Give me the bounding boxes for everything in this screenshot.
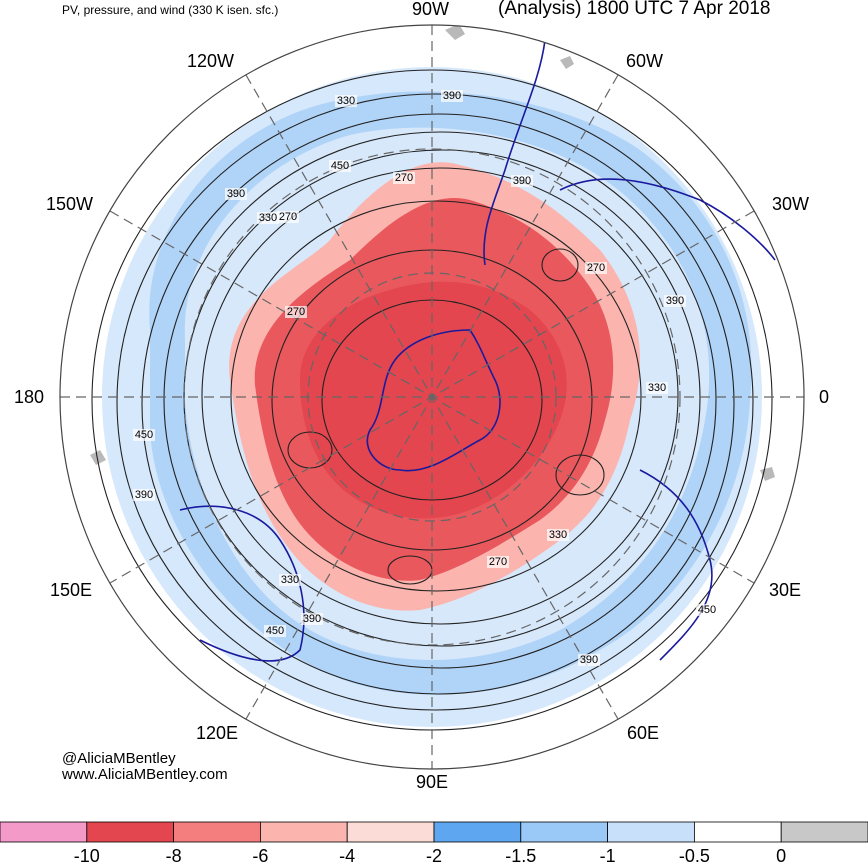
- contour-label: 450: [266, 625, 284, 637]
- contour-label: 450: [135, 429, 153, 441]
- colorbar-swatch: [346, 821, 435, 843]
- contour-label-bg: [393, 172, 415, 184]
- colorbar-tick-label: -8: [165, 846, 182, 866]
- contour-label-bg: [335, 95, 357, 107]
- contour-labels: 330 3904502703303902703903302703904503302…: [133, 90, 718, 666]
- contour-label: 390: [513, 175, 531, 187]
- lon-label-30w: 30W: [772, 194, 810, 214]
- contour-label: 390: [443, 90, 461, 102]
- contour-label-bg: [664, 295, 686, 307]
- lon-label-150w: 150W: [46, 194, 94, 214]
- credit-website: www.AliciaMBentley.com: [62, 766, 228, 783]
- contour-label-bg: [279, 574, 301, 586]
- colorbar-swatch: [86, 821, 175, 843]
- contour-label-bg: [547, 529, 569, 541]
- contour-label: 330: [337, 95, 355, 107]
- map-title-left: PV, pressure, and wind (330 K isen. sfc.…: [62, 3, 279, 17]
- colorbar-swatch: [520, 821, 608, 843]
- lon-label-60w: 60W: [626, 51, 664, 71]
- contour-label-bg: [578, 654, 600, 666]
- contour-label: 390: [227, 188, 245, 200]
- contour-label-bg: [285, 306, 307, 318]
- lon-label-90e: 90E: [416, 772, 449, 792]
- colorbar-tick-label: -2: [425, 846, 443, 866]
- coastlines: [179, 39, 776, 662]
- contour-label-bg: [585, 262, 607, 274]
- lon-label-0: 0: [819, 387, 830, 407]
- contour-label: 330: [648, 382, 666, 394]
- contour-label-bg: [264, 625, 286, 637]
- contour-label: 270: [587, 262, 605, 274]
- contour-label-bg: [441, 90, 463, 102]
- colorbar-swatch: [0, 821, 88, 843]
- graticule: [60, 25, 804, 769]
- colorbar-swatch: [433, 821, 522, 843]
- colorbar-swatch: [780, 821, 868, 843]
- contour-label: 330: [259, 212, 277, 224]
- colorbar: [0, 821, 868, 843]
- contour-label-bg: [301, 613, 323, 625]
- colorbar-tick-label: -6: [252, 846, 269, 866]
- contour-label-bg: [696, 604, 718, 616]
- colorbar-tick-label: 0: [776, 846, 787, 866]
- contour-label: 270: [287, 306, 305, 318]
- lon-label-60e: 60E: [627, 723, 660, 743]
- isobar-contours: [91, 69, 773, 731]
- colorbar-tick-label: -4: [339, 846, 356, 866]
- contour-label: 390: [666, 295, 684, 307]
- contour-label: 390: [303, 613, 321, 625]
- contour-label: 270: [489, 556, 507, 568]
- lon-label-180: 180: [14, 387, 45, 407]
- credit-handle: @AliciaMBentley: [62, 750, 176, 767]
- contour-label: 330: [549, 529, 567, 541]
- lon-label-120w: 120W: [187, 51, 235, 71]
- lon-label-120e: 120E: [196, 723, 239, 743]
- contour-label-bg: [225, 188, 247, 200]
- polar-map: 330 3904502703303902703903302703904503302…: [59, 24, 805, 770]
- colorbar-tick-label: -0.5: [678, 846, 710, 866]
- contour-label: 390: [135, 489, 153, 501]
- map-boundary: [59, 24, 805, 770]
- lon-label-150e: 150E: [50, 580, 93, 600]
- contour-label-bg: [133, 489, 155, 501]
- map-title-right: (Analysis) 1800 UTC 7 Apr 2018: [498, 0, 771, 19]
- colorbar-tick-label: -10: [73, 846, 100, 866]
- contour-label-bg: [257, 212, 279, 224]
- contour-label: 450: [331, 160, 349, 172]
- contour-label: 270: [395, 172, 413, 184]
- lon-label-90w: 90W: [412, 0, 450, 19]
- contour-label-bg: [329, 160, 351, 172]
- contour-label: 450: [698, 604, 716, 616]
- contour-label: 330: [281, 574, 299, 586]
- contour-label-bg: [487, 556, 509, 568]
- contour-label-bg: [646, 382, 668, 394]
- contour-label: 390: [580, 654, 598, 666]
- contour-label-bg: [133, 429, 155, 441]
- lon-label-30e: 30E: [769, 580, 802, 600]
- contour-label-bg: [277, 211, 299, 223]
- colorbar-swatch: [173, 821, 261, 843]
- contour-label: 270: [279, 211, 297, 223]
- colorbar-swatch: [259, 821, 348, 843]
- contour-label-bg: [511, 175, 533, 187]
- colorbar-tick-label: -1: [599, 846, 616, 866]
- colorbar-swatch: [607, 821, 695, 843]
- colorbar-tick-label: -1.5: [505, 846, 537, 866]
- colorbar-swatch: [694, 821, 782, 843]
